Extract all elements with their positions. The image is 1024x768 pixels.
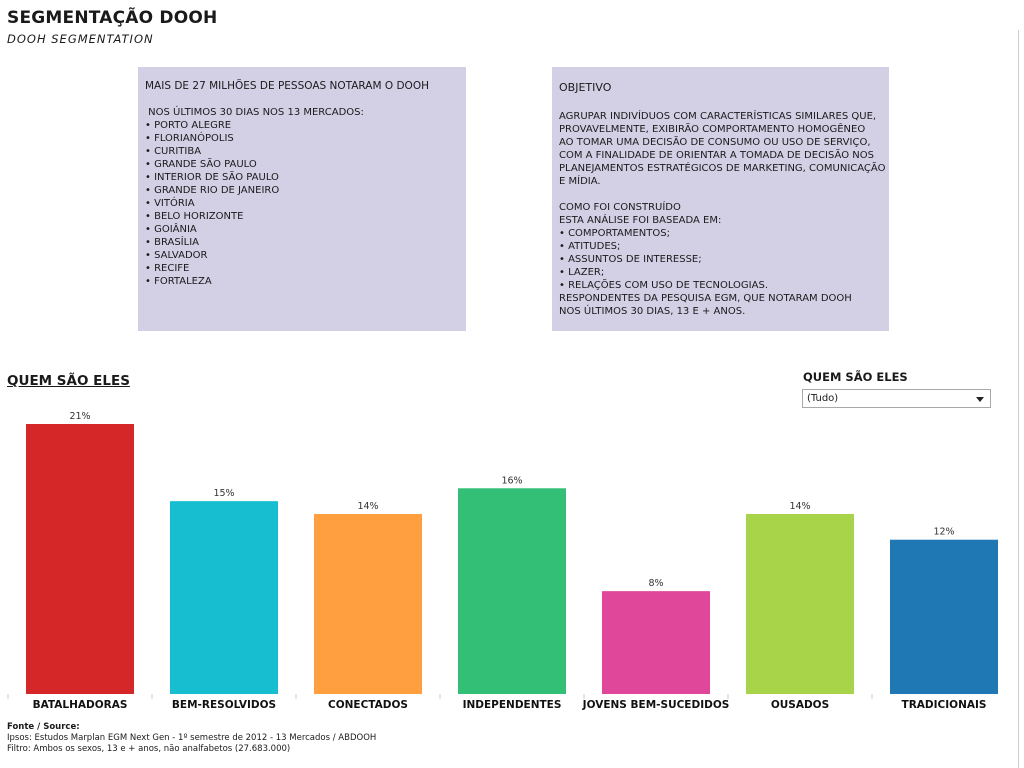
source-heading: Fonte / Source:: [7, 722, 80, 732]
method-line: • COMPORTAMENTOS;: [559, 228, 670, 239]
category-label: INDEPENDENTES: [463, 699, 562, 711]
source-note: Fonte / Source: Ipsos: Estudos Marplan E…: [7, 722, 376, 755]
objective-paragraph: AGRUPAR INDIVÍDUOS COM CARACTERÍSTICAS S…: [559, 110, 889, 188]
market-item: • PORTO ALEGRE: [145, 120, 232, 131]
market-item: • BELO HORIZONTE: [145, 211, 244, 222]
objective-info-box: OBJETIVO AGRUPAR INDIVÍDUOS COM CARACTER…: [552, 67, 889, 331]
bar-tradicionais[interactable]: [890, 539, 998, 694]
method-line: • ATITUDES;: [559, 241, 621, 252]
markets-heading: MAIS DE 27 MILHÕES DE PESSOAS NOTARAM O …: [145, 80, 429, 92]
source-line: Ipsos: Estudos Marplan EGM Next Gen - 1º…: [7, 733, 377, 743]
market-item: • GRANDE SÃO PAULO: [145, 159, 257, 170]
markets-intro: NOS ÚLTIMOS 30 DIAS NOS 13 MERCADOS:: [145, 107, 364, 118]
page-subtitle: DOOH SEGMENTATION: [7, 32, 154, 46]
objective-heading: OBJETIVO: [559, 81, 612, 94]
market-item: • RECIFE: [145, 263, 190, 274]
method-line: • LAZER;: [559, 267, 605, 278]
objective-line: AGRUPAR INDIVÍDUOS COM CARACTERÍSTICAS S…: [559, 111, 877, 122]
filter-label: QUEM SÃO ELES: [803, 370, 908, 384]
page-title: SEGMENTAÇÃO DOOH: [7, 8, 218, 28]
market-item: • SALVADOR: [145, 250, 208, 261]
bar-value-label: 8%: [648, 578, 663, 589]
bar-value-label: 21%: [69, 411, 90, 422]
method-line: ESTA ANÁLISE FOI BASEADA EM:: [559, 215, 722, 226]
source-line: Filtro: Ambos os sexos, 13 e + anos, não…: [7, 744, 291, 754]
category-label: BEM-RESOLVIDOS: [172, 699, 276, 711]
market-item: • VITÓRIA: [145, 198, 195, 209]
method-line: • ASSUNTOS DE INTERESSE;: [559, 254, 702, 265]
market-item: • INTERIOR DE SÃO PAULO: [145, 172, 279, 183]
bar-value-label: 15%: [213, 488, 234, 499]
category-label: OUSADOS: [771, 699, 829, 711]
market-item: • GRANDE RIO DE JANEIRO: [145, 185, 280, 196]
objective-line: PLANEJAMENTOS ESTRATÉGICOS DE MARKETING,…: [559, 163, 886, 174]
objective-line: PROVAVELMENTE, EXIBIRÃO COMPORTAMENTO HO…: [559, 124, 866, 135]
category-label: CONECTADOS: [328, 699, 408, 711]
scrollbar-edge: [1018, 30, 1019, 768]
method-line: COMO FOI CONSTRUÍDO: [559, 202, 681, 213]
segment-filter-dropdown[interactable]: (Tudo): [802, 389, 991, 408]
method-line: • RELAÇÕES COM USO DE TECNOLOGIAS.: [559, 280, 768, 291]
market-item: • FORTALEZA: [145, 276, 212, 287]
category-label: BATALHADORAS: [33, 699, 128, 711]
bar-independentes[interactable]: [458, 488, 566, 694]
segments-bar-chart: 21% BATALHADORAS 15% BEM-RESOLVIDOS 14% CONEC…: [7, 411, 998, 711]
markets-list: • PORTO ALEGRE • FLORIANÓPOLIS • CURITIB…: [145, 119, 466, 288]
bar-jovens-bem-sucedidos[interactable]: [602, 591, 710, 694]
bar-value-label: 14%: [357, 501, 378, 512]
chevron-down-icon[interactable]: [976, 397, 984, 402]
bar-conectados[interactable]: [314, 514, 422, 694]
objective-line: E MÍDIA.: [559, 176, 601, 187]
section-title: QUEM SÃO ELES: [7, 373, 130, 389]
bar-batalhadoras[interactable]: [26, 424, 134, 694]
market-item: • FLORIANÓPOLIS: [145, 133, 234, 144]
market-item: • GOIÂNIA: [145, 224, 197, 235]
bar-value-label: 16%: [501, 475, 522, 486]
method-line: RESPONDENTES DA PESQUISA EGM, QUE NOTARA…: [559, 293, 852, 304]
bar-value-label: 14%: [789, 501, 810, 512]
bar-ousados[interactable]: [746, 514, 854, 694]
category-label: TRADICIONAIS: [902, 699, 987, 711]
market-item: • CURITIBA: [145, 146, 202, 157]
category-label: JOVENS BEM-SUCEDIDOS: [582, 699, 730, 711]
market-item: • BRASÍLIA: [145, 237, 199, 248]
bar-value-label: 12%: [933, 527, 954, 538]
method-line: NOS ÚLTIMOS 30 DIAS, 13 E + ANOS.: [559, 306, 746, 317]
bar-bem-resolvidos[interactable]: [170, 501, 278, 694]
objective-line: AO TOMAR UMA DECISÃO DE CONSUMO OU USO D…: [559, 137, 871, 148]
method-paragraph: COMO FOI CONSTRUÍDO ESTA ANÁLISE FOI BAS…: [559, 201, 889, 318]
objective-line: COM A FINALIDADE DE ORIENTAR A TOMADA DE…: [559, 150, 874, 161]
markets-info-box: MAIS DE 27 MILHÕES DE PESSOAS NOTARAM O …: [138, 67, 466, 331]
filter-selected-value: (Tudo): [807, 393, 839, 404]
